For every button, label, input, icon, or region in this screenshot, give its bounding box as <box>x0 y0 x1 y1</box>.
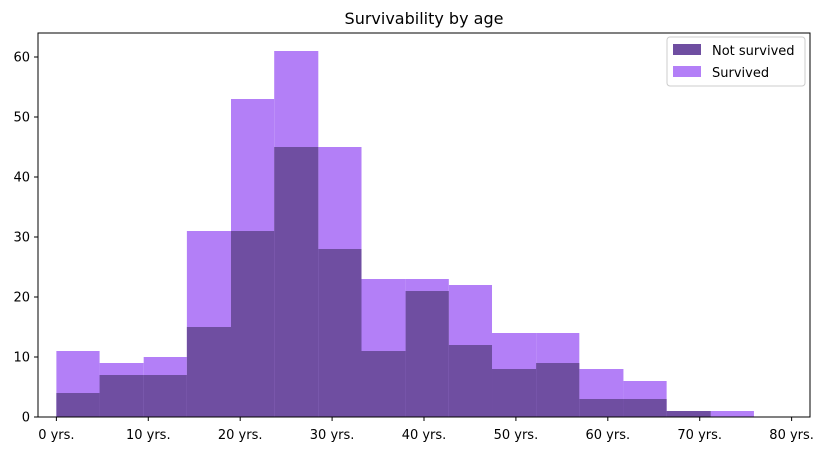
y-axis-ticks: 0 10 20 30 40 50 60 <box>13 51 38 426</box>
x-tick-label: 70 yrs. <box>677 428 722 443</box>
bar-not-survived-3 <box>186 327 231 417</box>
x-tick-label: 20 yrs. <box>218 428 263 443</box>
bar-not-survived-11 <box>536 363 580 417</box>
bar-not-survived-14 <box>666 411 711 417</box>
legend-label-not-survived: Not survived <box>712 44 795 59</box>
x-axis-ticks: 0 yrs. 10 yrs. 20 yrs. 30 yrs. 40 yrs. 50 yrs… <box>38 417 814 443</box>
y-tick-label: 30 <box>13 231 30 246</box>
bar-not-survived-9 <box>448 345 493 417</box>
legend-box <box>666 36 806 87</box>
bar-not-survived-0 <box>56 393 100 417</box>
chart-title: Survivability by age <box>345 9 504 28</box>
x-tick-label: 60 yrs. <box>585 428 630 443</box>
legend: Not survived Survived <box>666 36 806 87</box>
y-tick-label: 10 <box>13 351 30 366</box>
bar-not-survived-1 <box>99 375 144 417</box>
bar-not-survived-13 <box>623 399 667 417</box>
bars-layer <box>56 51 754 417</box>
y-tick-label: 20 <box>13 291 30 306</box>
y-tick-label: 40 <box>13 171 30 186</box>
bar-not-survived-10 <box>492 369 537 417</box>
x-tick-label: 10 yrs. <box>126 428 171 443</box>
legend-swatch-survived <box>673 66 701 77</box>
bar-not-survived-7 <box>361 351 406 417</box>
bar-not-survived-5 <box>274 147 319 417</box>
x-tick-label: 0 yrs. <box>38 428 74 443</box>
bar-not-survived-12 <box>579 399 624 417</box>
bar-not-survived-6 <box>318 249 362 417</box>
y-tick-label: 0 <box>22 411 30 426</box>
bar-survived-15 <box>710 411 754 417</box>
x-tick-label: 50 yrs. <box>494 428 539 443</box>
y-tick-label: 60 <box>13 51 30 66</box>
x-tick-label: 80 yrs. <box>769 428 814 443</box>
bar-not-survived-4 <box>231 231 275 417</box>
bar-not-survived-8 <box>405 291 449 417</box>
y-tick-label: 50 <box>13 111 30 126</box>
legend-swatch-not-survived <box>673 44 701 55</box>
x-tick-label: 30 yrs. <box>310 428 355 443</box>
x-tick-label: 40 yrs. <box>402 428 447 443</box>
legend-label-survived: Survived <box>712 66 769 81</box>
bar-not-survived-2 <box>143 375 187 417</box>
